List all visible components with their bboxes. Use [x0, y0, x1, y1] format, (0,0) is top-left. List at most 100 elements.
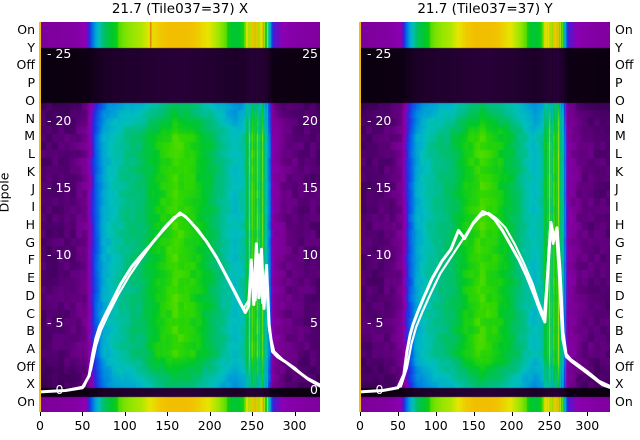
- inner-y-tick-left-3: - 15: [47, 180, 72, 196]
- category-tick-left-21: On: [17, 394, 35, 410]
- category-ticks-left: On Y Off P O N M L K J I H G F E D C B A Off X On: [1, 22, 37, 412]
- category-tick-left-0: On: [17, 21, 35, 37]
- x-axis-left: 0 50 100 150 200 250 300: [36, 412, 320, 440]
- category-tick-left-17: B: [26, 323, 35, 339]
- x-tick-mark-right-1: [397, 412, 399, 416]
- category-tick-right-20: X: [615, 376, 624, 392]
- category-tick-right-17: B: [615, 323, 624, 339]
- x-tick-label-left-0: 0: [36, 418, 44, 433]
- category-tick-right-1: Y: [615, 39, 623, 55]
- plot-area-left: - 0 0 - 5 5 - 10 10 - 15 15 - 20 20 - 25 25: [40, 22, 320, 412]
- x-tick-mark-right-2: [435, 412, 437, 416]
- axis-spine-left: [39, 22, 41, 412]
- x-tick-mark-right-4: [511, 412, 513, 416]
- category-tick-right-15: D: [615, 287, 625, 303]
- category-tick-left-8: K: [26, 163, 35, 179]
- heatmap-left: [40, 22, 320, 412]
- inner-y-tick-left-mirror-1: 5: [310, 314, 318, 330]
- inner-y-tick-right-2: - 10: [367, 247, 392, 263]
- x-tick-label-left-6: 300: [282, 418, 307, 433]
- x-tick-label-left-1: 50: [74, 418, 91, 433]
- x-tick-label-right-3: 150: [461, 418, 486, 433]
- axis-spine-right: [359, 22, 361, 412]
- x-tick-label-right-4: 200: [499, 418, 524, 433]
- x-tick-mark-right-3: [473, 412, 475, 416]
- panel-title-left: 21.7 (Tile037=37) X: [111, 1, 249, 17]
- inner-y-tick-left-5: - 25: [47, 45, 72, 61]
- category-tick-left-7: L: [28, 146, 35, 161]
- x-axis-right: 0 50 100 150 200 250 300: [356, 412, 610, 440]
- inner-y-tick-left-4: - 20: [47, 112, 72, 128]
- x-tick-mark-left-1: [82, 412, 84, 416]
- category-tick-left-6: M: [24, 128, 35, 144]
- category-tick-left-10: I: [31, 199, 35, 215]
- x-tick-label-right-5: 250: [537, 418, 562, 433]
- category-tick-right-18: A: [615, 341, 624, 356]
- x-tick-label-right-2: 100: [423, 418, 448, 433]
- inner-y-tick-right-1: - 5: [367, 314, 384, 330]
- x-tick-mark-left-2: [124, 412, 126, 416]
- inner-y-tick-left-mirror-4: 20: [302, 112, 318, 128]
- category-tick-left-11: H: [25, 216, 35, 232]
- x-tick-mark-right-5: [549, 412, 551, 416]
- inner-y-tick-right-5: - 25: [367, 45, 392, 61]
- category-tick-left-1: Y: [27, 39, 35, 55]
- category-tick-right-12: G: [615, 234, 625, 250]
- x-tick-label-left-5: 250: [240, 418, 265, 433]
- x-tick-mark-left-5: [252, 412, 254, 416]
- inner-y-tick-left-0: - 0: [47, 381, 64, 397]
- x-tick-label-left-4: 200: [197, 418, 222, 433]
- category-tick-left-18: A: [26, 341, 35, 356]
- category-tick-right-14: E: [615, 270, 623, 285]
- category-tick-right-16: C: [615, 305, 624, 321]
- category-tick-left-20: X: [26, 376, 35, 392]
- inner-y-tick-right-3: - 15: [367, 180, 392, 196]
- category-tick-left-3: P: [27, 75, 35, 90]
- category-tick-right-5: N: [615, 110, 625, 126]
- category-tick-right-10: I: [615, 199, 619, 215]
- category-tick-left-2: Off: [16, 57, 35, 73]
- x-tick-label-right-0: 0: [356, 418, 364, 433]
- category-tick-left-12: G: [25, 234, 35, 250]
- category-ticks-right: On Y Off P O N M L K J I H G F E D C B A Off X On: [612, 22, 640, 412]
- inner-y-tick-right-0: - 0: [367, 381, 384, 397]
- category-tick-left-4: O: [25, 92, 35, 108]
- inner-y-tick-right-4: - 20: [367, 112, 392, 128]
- x-tick-label-right-6: 300: [575, 418, 600, 433]
- x-tick-mark-left-4: [209, 412, 211, 416]
- x-tick-mark-right-0: [360, 412, 361, 416]
- x-tick-label-right-1: 50: [389, 418, 406, 433]
- panel-title-right: 21.7 (Tile037=37) Y: [417, 1, 553, 17]
- category-tick-right-8: K: [615, 163, 624, 179]
- category-tick-right-13: F: [615, 252, 623, 268]
- category-tick-right-2: Off: [615, 57, 634, 73]
- category-tick-right-19: Off: [615, 358, 634, 374]
- category-tick-left-16: C: [26, 305, 35, 321]
- inner-y-tick-left-mirror-3: 15: [302, 180, 318, 196]
- category-tick-left-15: D: [25, 287, 35, 303]
- x-tick-mark-left-6: [294, 412, 296, 416]
- category-tick-left-13: F: [27, 252, 35, 268]
- plot-area-right: - 0 - 5 - 10 - 15 - 20 - 25: [360, 22, 610, 412]
- inner-y-tick-left-mirror-5: 25: [302, 45, 318, 61]
- category-tick-right-6: M: [615, 128, 626, 144]
- category-tick-right-3: P: [615, 75, 623, 90]
- category-tick-right-11: H: [615, 216, 625, 232]
- category-tick-left-9: J: [31, 181, 35, 197]
- inner-y-tick-left-1: - 5: [47, 314, 64, 330]
- category-tick-right-4: O: [615, 92, 625, 108]
- x-tick-mark-left-0: [40, 412, 41, 416]
- category-tick-left-5: N: [25, 110, 35, 126]
- x-tick-label-left-3: 150: [155, 418, 180, 433]
- x-tick-label-left-2: 100: [112, 418, 137, 433]
- heatmap-right: [360, 22, 610, 412]
- x-tick-mark-left-3: [167, 412, 169, 416]
- inner-y-tick-left-mirror-0: 0: [310, 381, 318, 397]
- inner-y-tick-left-mirror-2: 10: [302, 247, 318, 263]
- category-tick-right-0: On: [615, 21, 633, 37]
- inner-y-tick-left-2: - 10: [47, 247, 72, 263]
- category-tick-left-14: E: [27, 270, 35, 285]
- category-tick-left-19: Off: [16, 358, 35, 374]
- category-tick-right-21: On: [615, 394, 633, 410]
